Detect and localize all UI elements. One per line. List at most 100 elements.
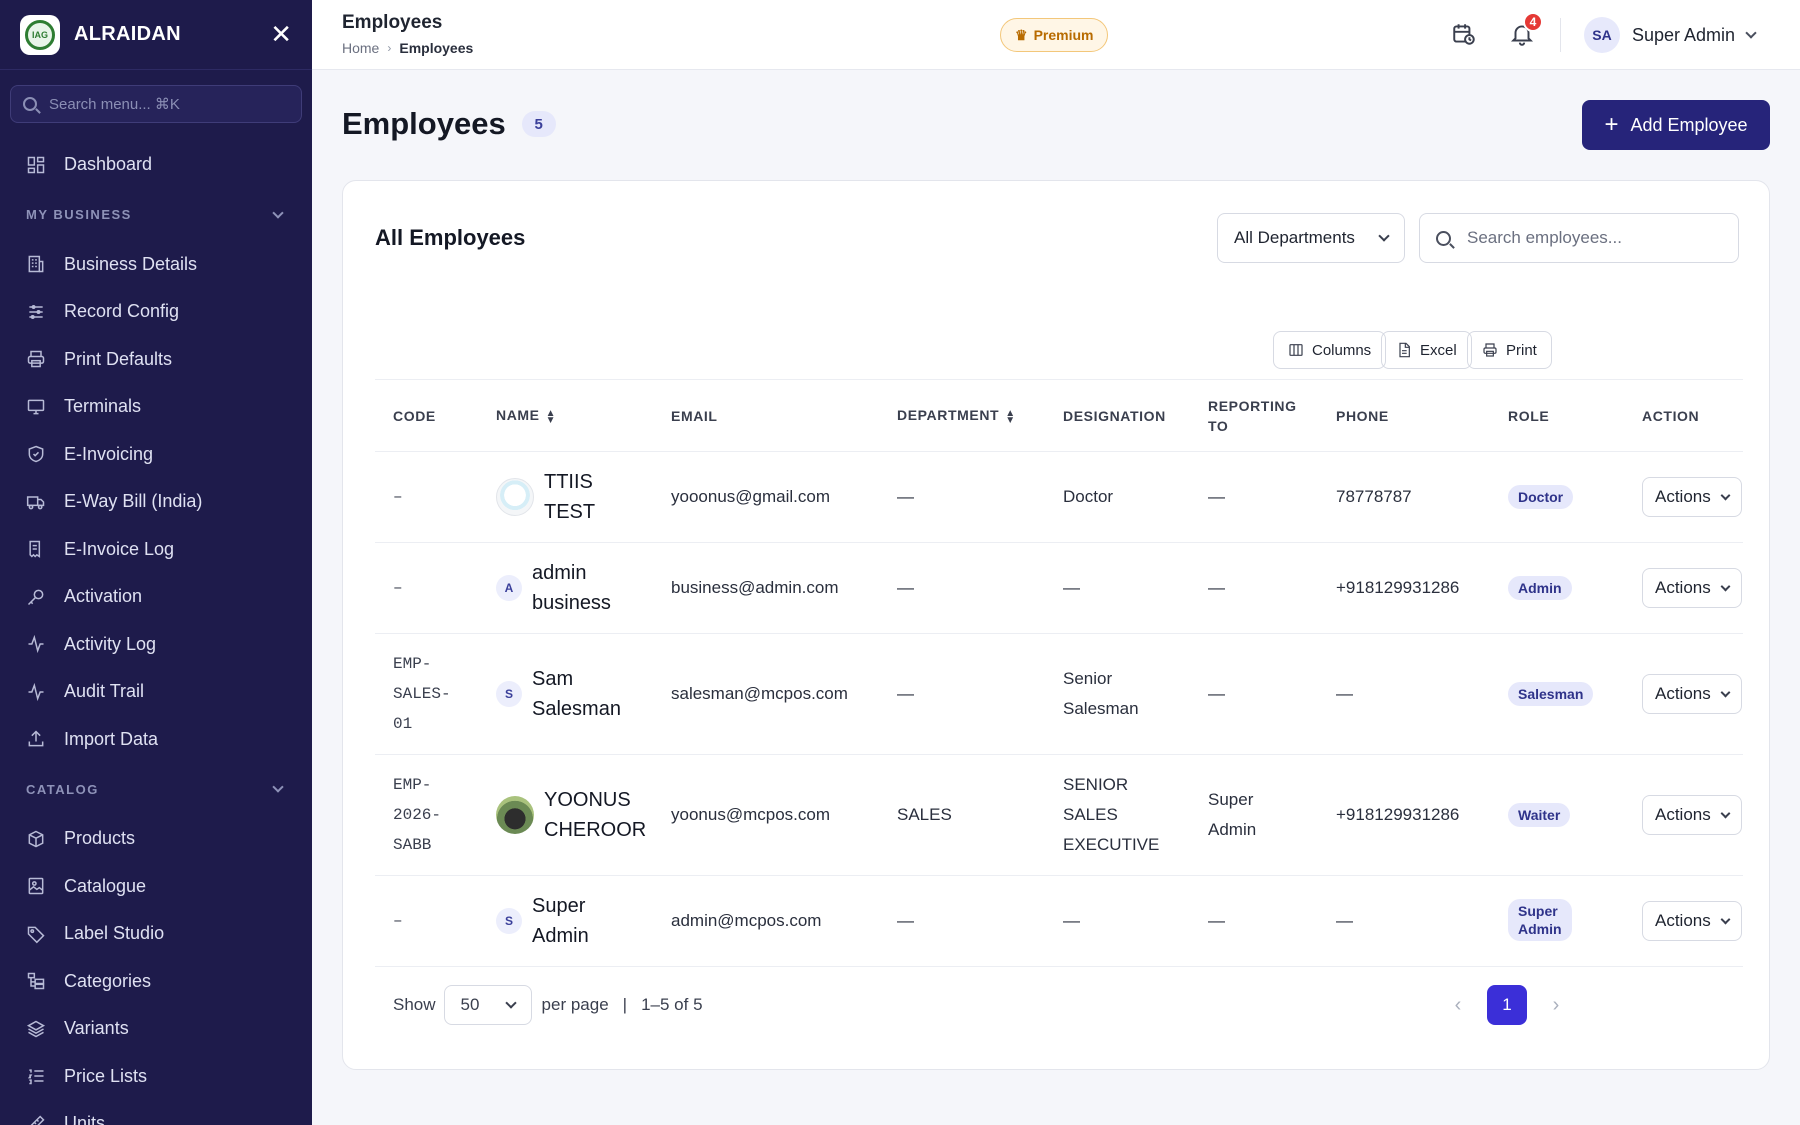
plus-icon: +: [1604, 111, 1619, 138]
sidebar-item-label: Catalogue: [64, 875, 147, 896]
cell-email: business@admin.com: [653, 542, 879, 634]
sidebar-item-e-invoice-log[interactable]: E-Invoice Log: [0, 526, 312, 574]
cell-department: —: [879, 542, 1045, 634]
dashboard-icon: [26, 155, 46, 175]
col-header-department[interactable]: DEPARTMENT ▲ ▼: [879, 380, 1045, 452]
cell-department: —: [879, 633, 1045, 755]
sidebar-item-audit-trail[interactable]: Audit Trail: [0, 668, 312, 716]
col-header-email: EMAIL: [671, 407, 718, 424]
sidebar-item-variants[interactable]: Variants: [0, 1005, 312, 1053]
cell-designation: —: [1045, 875, 1190, 967]
range-label: 1–5 of 5: [641, 995, 703, 1014]
close-sidebar-icon[interactable]: ✕: [270, 19, 292, 49]
name-line2: CHEROOR: [544, 819, 647, 841]
per-page-select[interactable]: 50: [443, 985, 532, 1025]
section-my-business[interactable]: MY BUSINESS: [0, 189, 312, 241]
excel-button[interactable]: Excel: [1381, 331, 1472, 369]
print-button[interactable]: Print: [1467, 331, 1552, 369]
code-line3: 01: [393, 715, 413, 733]
role-line2: Admin: [1518, 920, 1562, 937]
page-button-current[interactable]: 1: [1487, 985, 1527, 1025]
upload-icon: [26, 729, 46, 749]
actions-dropdown-button[interactable]: Actions: [1642, 568, 1742, 608]
reporting-line2: Admin: [1208, 820, 1257, 839]
sidebar-item-dashboard[interactable]: Dashboard: [0, 141, 312, 189]
breadcrumb-home[interactable]: Home: [342, 40, 380, 56]
sidebar-item-products[interactable]: Products: [0, 815, 312, 863]
bell-icon[interactable]: 4: [1508, 12, 1543, 48]
cell-phone: —: [1318, 633, 1490, 755]
premium-label: Premium: [1033, 27, 1094, 43]
employees-card: All Employees All Departments Columns Ex…: [342, 180, 1770, 1070]
actions-dropdown-button[interactable]: Actions: [1642, 674, 1742, 714]
sidebar-item-import-data[interactable]: Import Data: [0, 716, 312, 764]
columns-icon: [1289, 344, 1303, 356]
cell-actions: Actions: [1624, 754, 1743, 876]
section-catalog[interactable]: CATALOG: [0, 763, 312, 815]
table-row[interactable]: EMP- SALES- 01 S Sam Salesman salesman@mcpos…: [375, 633, 1743, 755]
section-title: CATALOG: [26, 781, 99, 797]
sidebar-item-categories[interactable]: Categories: [0, 958, 312, 1006]
per-page-label: per page: [541, 995, 609, 1014]
chevron-down-icon: [1720, 914, 1731, 924]
sidebar-item-e-way-bill[interactable]: E-Way Bill (India): [0, 478, 312, 526]
cell-actions: Actions: [1624, 875, 1743, 967]
sidebar-item-activation[interactable]: Activation: [0, 573, 312, 621]
table-row[interactable]: – S Super Admin admin@mcpos.com — — — — Su…: [375, 875, 1743, 967]
department-filter-select[interactable]: All Departments: [1217, 213, 1405, 263]
brand-logo: IAG: [20, 14, 60, 55]
sidebar-item-catalogue[interactable]: Catalogue: [0, 863, 312, 911]
sidebar-item-activity-log[interactable]: Activity Log: [0, 621, 312, 669]
sidebar-item-record-config[interactable]: Record Config: [0, 288, 312, 336]
sidebar-item-label: Print Defaults: [64, 348, 173, 369]
sidebar-item-units[interactable]: Units: [0, 1100, 312, 1125]
image-icon: [26, 876, 46, 896]
add-employee-button[interactable]: + Add Employee: [1582, 100, 1770, 150]
layers-icon: [26, 1019, 46, 1039]
sidebar-item-label: Terminals: [64, 396, 142, 417]
separator: |: [622, 995, 628, 1014]
cell-reporting-to: —: [1190, 875, 1318, 967]
brand-bar: IAG ALRAIDAN ✕: [0, 0, 312, 70]
role-badge: Salesman: [1508, 682, 1594, 706]
table-row[interactable]: EMP- 2026- SABB YOONUS CHEROOR yoonus@mcpos…: [375, 754, 1743, 876]
designation-line2: SALES: [1063, 805, 1118, 824]
sidebar-item-e-invoicing[interactable]: E-Invoicing: [0, 431, 312, 479]
monitor-icon: [26, 397, 46, 417]
actions-dropdown-button[interactable]: Actions: [1642, 901, 1742, 941]
actions-label: Actions: [1655, 578, 1711, 597]
actions-label: Actions: [1655, 911, 1711, 930]
brand-name: ALRAIDAN: [74, 23, 181, 45]
designation-line1: SENIOR: [1063, 775, 1129, 794]
sidebar-item-label: Import Data: [64, 728, 159, 749]
actions-dropdown-button[interactable]: Actions: [1642, 477, 1742, 517]
employee-search-input[interactable]: [1467, 228, 1717, 248]
sidebar-item-price-lists[interactable]: Price Lists: [0, 1053, 312, 1101]
chevron-down-icon: [1720, 808, 1731, 818]
sidebar-search[interactable]: Search menu... ⌘K: [10, 85, 302, 123]
user-menu[interactable]: SA Super Admin: [1584, 16, 1757, 54]
table-row[interactable]: – TTIIS TEST yooonus@gmail.com — Doctor —…: [375, 451, 1743, 543]
chevron-down-icon: [504, 997, 517, 1009]
premium-badge[interactable]: ♛ Premium: [1000, 18, 1109, 52]
columns-button[interactable]: Columns: [1273, 331, 1387, 369]
sidebar-item-print-defaults[interactable]: Print Defaults: [0, 336, 312, 384]
department-filter-value: All Departments: [1234, 228, 1355, 247]
chevron-left-icon[interactable]: ‹: [1454, 993, 1462, 1016]
actions-label: Actions: [1655, 487, 1711, 506]
name-line2: Admin: [532, 925, 589, 947]
actions-dropdown-button[interactable]: Actions: [1642, 795, 1742, 835]
sidebar-item-label-studio[interactable]: Label Studio: [0, 910, 312, 958]
col-header-name[interactable]: NAME ▲ ▼: [478, 380, 653, 452]
avatar: S: [496, 681, 522, 707]
chevron-down-icon: [272, 206, 284, 219]
calendar-clock-icon[interactable]: [1450, 20, 1478, 48]
chevron-down-icon: [1745, 27, 1757, 39]
sidebar-item-terminals[interactable]: Terminals: [0, 383, 312, 431]
employee-search[interactable]: [1419, 213, 1739, 263]
pager: ‹ 1 ›: [1443, 985, 1571, 1025]
sidebar-item-business-details[interactable]: Business Details: [0, 241, 312, 289]
cell-role: Super Admin: [1490, 875, 1624, 967]
chevron-right-icon[interactable]: ›: [1552, 993, 1560, 1016]
